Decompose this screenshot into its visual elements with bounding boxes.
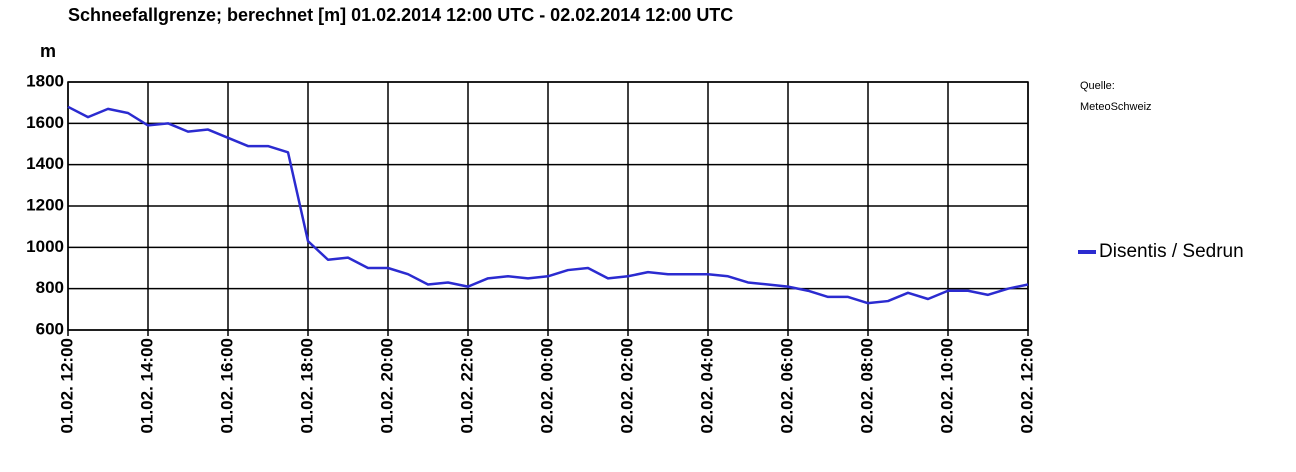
x-tick-label: 01.02. 14:00 [137,338,156,433]
y-tick-label: 1200 [26,195,64,214]
y-tick-label: 1000 [26,237,64,256]
x-tick-label: 02.02. 00:00 [537,338,556,433]
x-tick-label: 01.02. 18:00 [297,338,316,433]
x-tick-label: 01.02. 22:00 [457,338,476,433]
x-tick-label: 02.02. 12:00 [1017,338,1036,433]
annotation: MeteoSchweiz [1080,101,1152,113]
y-tick-label: 600 [36,319,64,338]
y-tick-label: 800 [36,278,64,297]
chart-title: Schneefallgrenze; berechnet [m] 01.02.20… [68,5,733,25]
y-axis-label: m [40,41,56,61]
data-line [67,105,1029,305]
x-tick-label: 01.02. 12:00 [57,338,76,433]
x-tick-label: 01.02. 16:00 [217,338,236,433]
x-tick-label: 02.02. 02:00 [617,338,636,433]
x-tick-label: 01.02. 20:00 [377,338,396,433]
x-tick-label: 02.02. 10:00 [937,338,956,433]
y-tick-label: 1800 [26,71,64,90]
x-tick-label: 02.02. 08:00 [857,338,876,433]
y-tick-label: 1600 [26,113,64,132]
x-tick-label: 02.02. 06:00 [777,338,796,433]
y-tick-label: 1400 [26,154,64,173]
x-tick-label: 02.02. 04:00 [697,338,716,433]
annotation: Quelle: [1080,80,1115,92]
legend-label: Disentis / Sedrun [1099,241,1244,262]
